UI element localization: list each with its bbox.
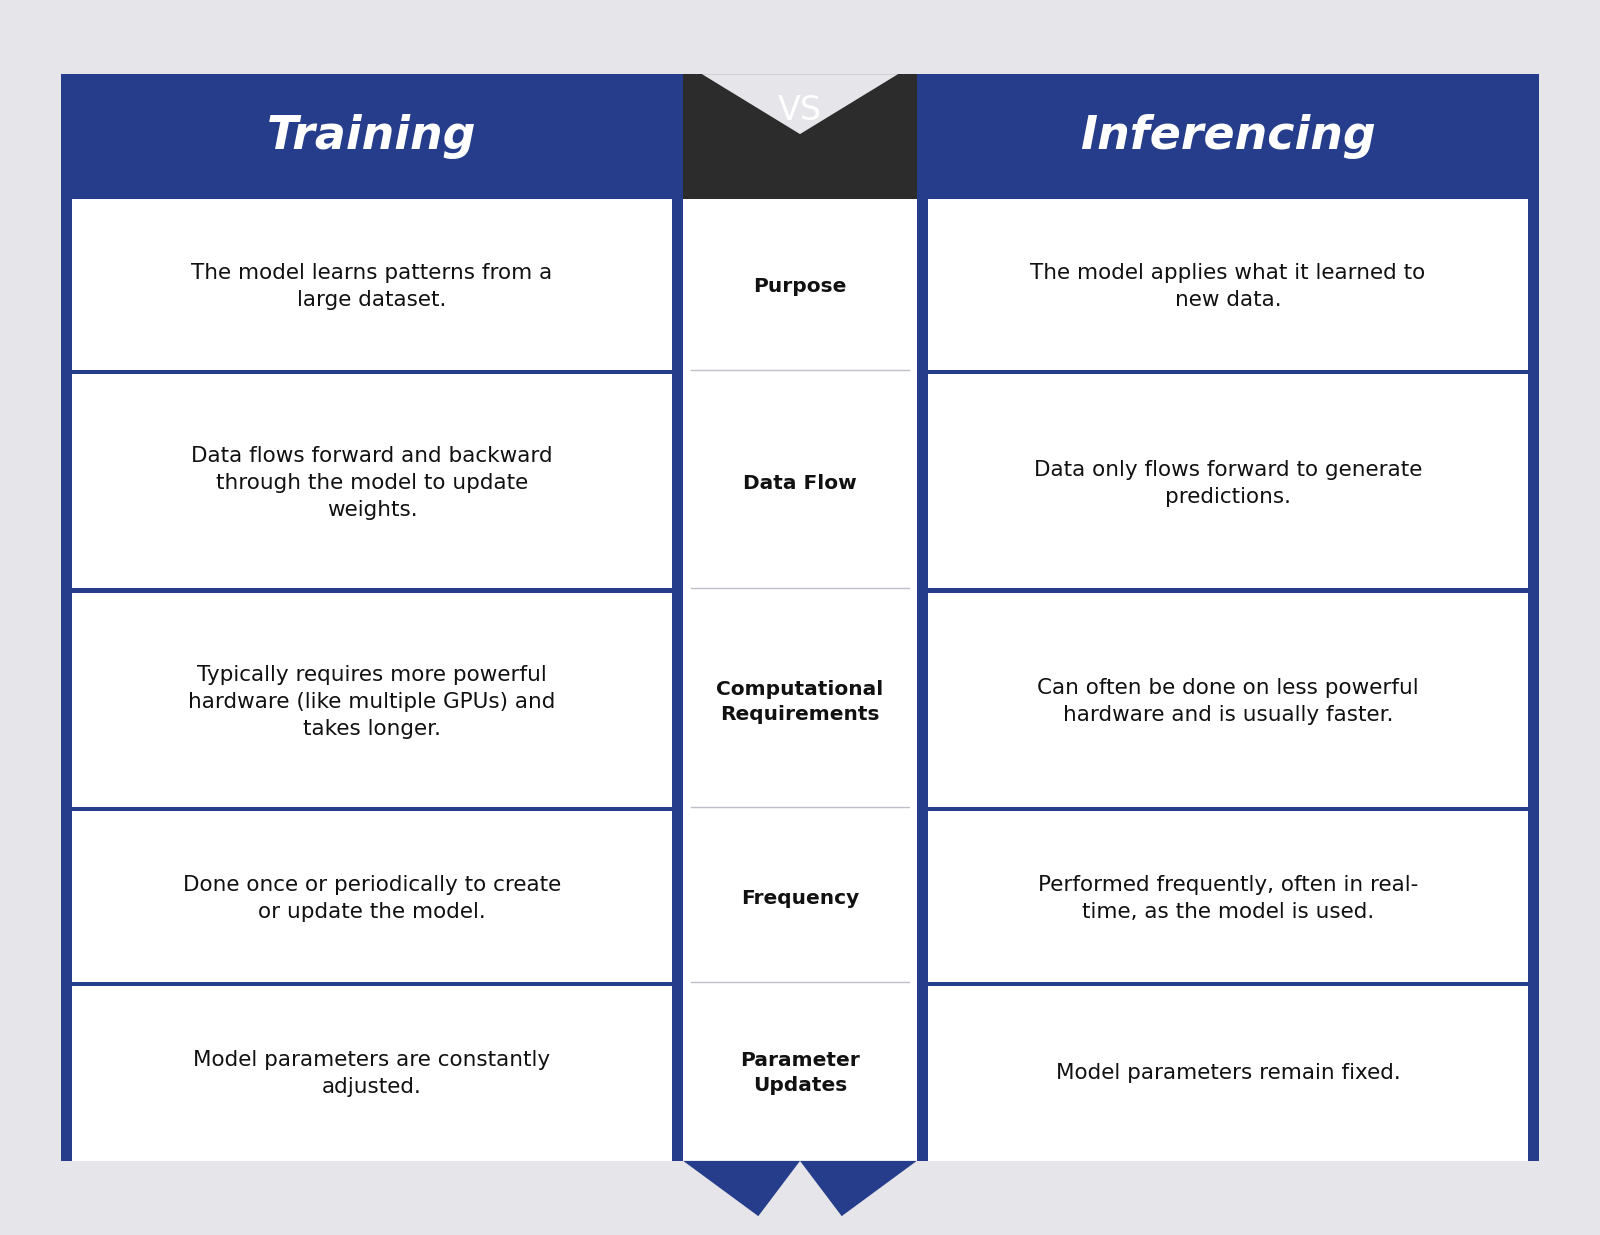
Text: The model applies what it learned to
new data.: The model applies what it learned to new…: [1030, 263, 1426, 310]
Text: Performed frequently, often in real-
time, as the model is used.: Performed frequently, often in real- tim…: [1038, 874, 1418, 923]
Polygon shape: [800, 1161, 917, 1216]
Bar: [72, 990, 672, 1161]
Polygon shape: [702, 74, 898, 135]
Bar: [928, 811, 1528, 977]
Polygon shape: [61, 74, 1539, 199]
Bar: [61, 199, 683, 1161]
Bar: [72, 811, 672, 977]
Bar: [928, 378, 1528, 588]
Bar: [72, 374, 672, 584]
Bar: [72, 597, 672, 806]
Polygon shape: [702, 74, 898, 135]
Bar: [72, 378, 672, 588]
Bar: [72, 986, 672, 1152]
Text: Computational
Requirements: Computational Requirements: [717, 679, 883, 724]
Bar: [917, 199, 1539, 1161]
Text: Inferencing: Inferencing: [1080, 114, 1376, 159]
Bar: [928, 374, 1528, 584]
Text: VS: VS: [778, 94, 822, 127]
Bar: [72, 199, 672, 369]
Text: Purpose: Purpose: [754, 277, 846, 296]
Bar: [928, 593, 1528, 803]
Bar: [683, 74, 917, 199]
Text: The model learns patterns from a
large dataset.: The model learns patterns from a large d…: [192, 263, 552, 310]
Bar: [928, 986, 1528, 1152]
Text: Model parameters remain fixed.: Model parameters remain fixed.: [1056, 1063, 1400, 1083]
Text: Typically requires more powerful
hardware (like multiple GPUs) and
takes longer.: Typically requires more powerful hardwar…: [189, 664, 555, 739]
Bar: [928, 990, 1528, 1161]
Text: Data only flows forward to generate
predictions.: Data only flows forward to generate pred…: [1034, 459, 1422, 506]
Bar: [72, 593, 672, 803]
Text: Can often be done on less powerful
hardware and is usually faster.: Can often be done on less powerful hardw…: [1037, 678, 1419, 725]
Bar: [928, 597, 1528, 806]
Bar: [72, 815, 672, 982]
Bar: [928, 815, 1528, 982]
Polygon shape: [683, 1161, 800, 1216]
Text: Done once or periodically to create
or update the model.: Done once or periodically to create or u…: [182, 874, 562, 923]
Text: Data Flow: Data Flow: [742, 474, 858, 493]
Text: Model parameters are constantly
adjusted.: Model parameters are constantly adjusted…: [194, 1050, 550, 1097]
Text: Parameter
Updates: Parameter Updates: [741, 1051, 859, 1095]
Bar: [683, 199, 917, 1161]
Bar: [72, 199, 672, 366]
Text: Data flows forward and backward
through the model to update
weights.: Data flows forward and backward through …: [190, 446, 554, 520]
Text: Training: Training: [267, 114, 477, 159]
Bar: [928, 199, 1528, 369]
Text: Frequency: Frequency: [741, 889, 859, 908]
Bar: [928, 199, 1528, 366]
